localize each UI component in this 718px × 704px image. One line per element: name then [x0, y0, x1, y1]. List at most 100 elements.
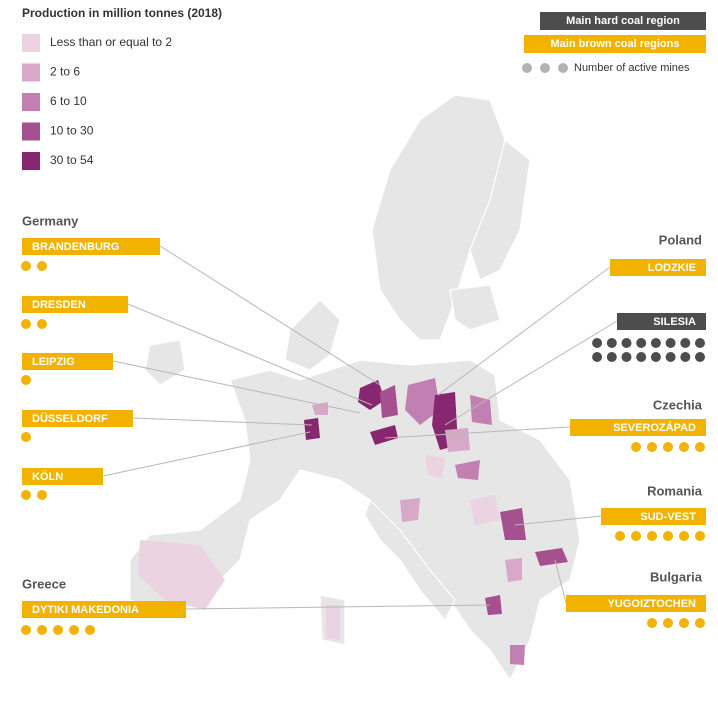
mine-dot: [695, 338, 705, 348]
mine-dot: [37, 490, 47, 500]
mine-dot: [647, 531, 657, 541]
region-name: SEVEROZÁPAD: [613, 421, 696, 434]
mine-dot: [679, 531, 689, 541]
leader-line: [102, 431, 311, 477]
legend-swatch: [22, 152, 40, 170]
leader-line: [437, 266, 611, 396]
mine-dot: [592, 352, 603, 362]
legend-label: Less than or equal to 2: [50, 35, 172, 49]
mine-dot: [647, 618, 657, 628]
country-heading: Czechia: [653, 397, 703, 412]
mine-dot: [592, 338, 603, 348]
mine-dot: [621, 338, 632, 348]
mine-dot: [615, 531, 625, 541]
region-box: [22, 353, 113, 370]
key-brown-label: Main brown coal regions: [551, 38, 680, 50]
mine-dot: [679, 618, 689, 628]
mine-dot: [21, 261, 31, 271]
country-heading: Bulgaria: [650, 569, 703, 584]
legend-swatch: [22, 34, 40, 52]
leader-line: [127, 303, 373, 406]
mine-dot: [680, 338, 691, 348]
mine-dot: [665, 338, 676, 348]
key-brown-box: [524, 35, 706, 53]
region-name: BRANDENBURG: [32, 241, 119, 253]
region-box: [601, 508, 706, 525]
mine-dot: [695, 352, 705, 362]
mine-dot: [631, 531, 641, 541]
leader-line: [132, 417, 313, 426]
mine-dot: [636, 338, 647, 348]
mine-dot: [21, 432, 31, 442]
leader-line: [514, 515, 602, 526]
mine-dot: [695, 531, 705, 541]
leader-line: [185, 604, 491, 610]
region-box: [22, 238, 160, 255]
leader-line: [159, 245, 381, 386]
mine-dot: [636, 352, 647, 362]
region-box: [22, 601, 186, 618]
mine-dot: [663, 531, 673, 541]
mine-dot: [695, 618, 705, 628]
mine-dot: [606, 338, 617, 348]
mine-dot: [665, 352, 676, 362]
mine-dot: [647, 442, 657, 452]
mine-dot: [680, 352, 691, 362]
country-heading: Romania: [647, 483, 703, 498]
coal-regions: [138, 378, 568, 665]
region-box: [566, 595, 706, 612]
mine-dot: [650, 338, 661, 348]
key-dot: [540, 63, 550, 73]
mine-dot: [663, 442, 673, 452]
mine-dot: [37, 625, 47, 635]
key: Main hard coal region Main brown coal reg…: [522, 12, 706, 74]
region-name: DYTIKI MAKEDONIA: [32, 604, 139, 616]
region-name: LEIPZIG: [32, 356, 75, 368]
mine-dot: [21, 490, 31, 500]
country-heading: Poland: [659, 232, 702, 247]
region-name: YUGOIZTOCHEN: [608, 598, 696, 610]
legend-label: 6 to 10: [50, 94, 87, 108]
legend-swatch: [22, 122, 40, 141]
leader-line: [112, 360, 361, 414]
mine-dot: [37, 319, 47, 329]
key-hard-label: Main hard coal region: [566, 15, 680, 27]
region-box: [22, 296, 128, 313]
legend-label: 30 to 54: [50, 153, 94, 167]
legend-swatch: [22, 63, 40, 82]
mine-dot: [679, 442, 689, 452]
leader-line: [554, 559, 567, 604]
legend-label: 10 to 30: [50, 124, 94, 138]
country-heading: Germany: [22, 213, 79, 228]
legend-title: Production in million tonnes (2018): [22, 6, 222, 20]
mine-dot: [695, 442, 705, 452]
region-name: SILESIA: [653, 316, 696, 328]
key-dot: [522, 63, 532, 73]
region-name: SUD-VEST: [640, 511, 696, 523]
region-box: [610, 259, 706, 276]
mine-dot: [85, 625, 95, 635]
leader-line: [444, 320, 618, 426]
region-box: [22, 468, 103, 485]
leader-lines: [102, 245, 618, 610]
key-dot: [558, 63, 568, 73]
region-name: DÜSSELDORF: [32, 412, 108, 425]
mine-dot: [21, 625, 31, 635]
country-heading: Greece: [22, 576, 66, 591]
region-box: [22, 410, 133, 427]
mine-dot: [663, 618, 673, 628]
region-name: LODZKIE: [648, 262, 696, 274]
mine-dot: [650, 352, 661, 362]
region-name: DRESDEN: [32, 299, 86, 311]
region-box: [617, 313, 706, 330]
region-name: KÖLN: [32, 470, 63, 483]
legend: Less than or equal to 2 2 to 6 6 to 10 10 t…: [22, 34, 172, 170]
legend-label: 2 to 6: [50, 65, 80, 79]
mine-dot: [21, 375, 31, 385]
key-mines-label: Number of active mines: [574, 62, 690, 74]
mine-dot: [21, 319, 31, 329]
region-labels: Germany Poland Czechia Romania Bulgaria Greec…: [21, 213, 706, 635]
key-hard-box: [540, 12, 706, 30]
region-box: [570, 419, 706, 436]
